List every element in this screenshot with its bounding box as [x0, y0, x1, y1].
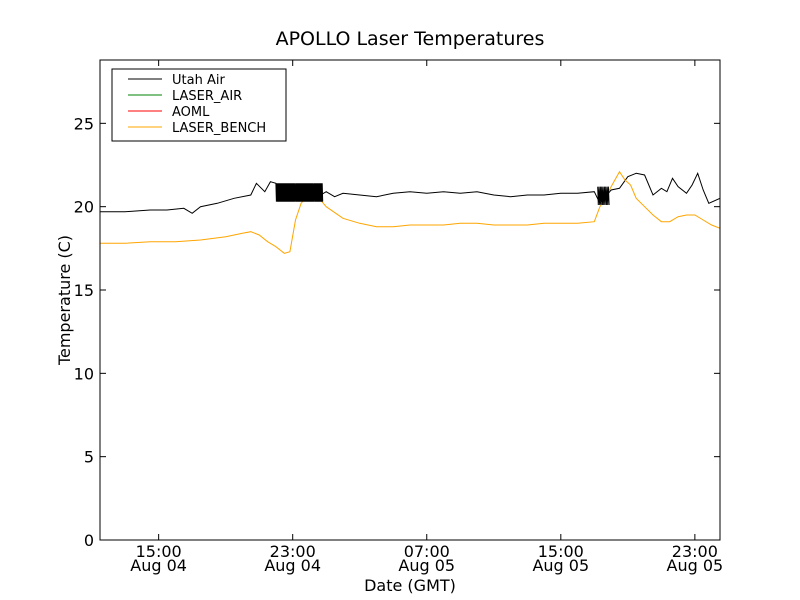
utah-air-oscillation [597, 186, 610, 206]
x-tick-label-time: 07:00 [404, 542, 450, 561]
legend-label: Utah Air [172, 73, 225, 88]
x-tick-label-time: 23:00 [672, 542, 718, 561]
plot-frame [99, 59, 721, 541]
x-tick-label-date: Aug 05 [398, 556, 455, 575]
y-tick-label: 10 [74, 364, 94, 383]
x-tick-label-date: Aug 04 [264, 556, 321, 575]
x-tick-label-date: Aug 05 [532, 556, 589, 575]
series-layer [100, 170, 720, 254]
x-tick-label-time: 15:00 [136, 542, 182, 561]
legend-label: LASER_BENCH [172, 121, 266, 136]
series-line-utah-air [100, 171, 720, 214]
oscillation-layer [275, 183, 610, 206]
legend-label: LASER_AIR [172, 89, 242, 104]
x-tick-label-date: Aug 04 [130, 556, 187, 575]
x-tick-label-time: 23:00 [270, 542, 316, 561]
y-axis-title: Temperature (C) [55, 235, 74, 366]
y-tick-label: 25 [74, 114, 94, 133]
y-tick-label: 20 [74, 198, 94, 217]
y-tick-label: 5 [84, 448, 94, 467]
y-tick-label: 0 [84, 531, 94, 550]
legend-label: AOML [172, 105, 210, 120]
legend-box [111, 68, 287, 142]
y-tick-label: 15 [74, 281, 94, 300]
chart-title: APOLLO Laser Temperatures [276, 28, 545, 50]
y-axis: 0 5 10 15 20 25 [74, 114, 720, 550]
x-tick-label-date: Aug 05 [667, 556, 724, 575]
series-line-laser-bench [100, 170, 720, 254]
x-axis-title: Date (GMT) [364, 576, 456, 595]
utah-air-oscillation [275, 183, 324, 202]
x-tick-label-time: 15:00 [538, 542, 584, 561]
plot-area [99, 59, 721, 541]
